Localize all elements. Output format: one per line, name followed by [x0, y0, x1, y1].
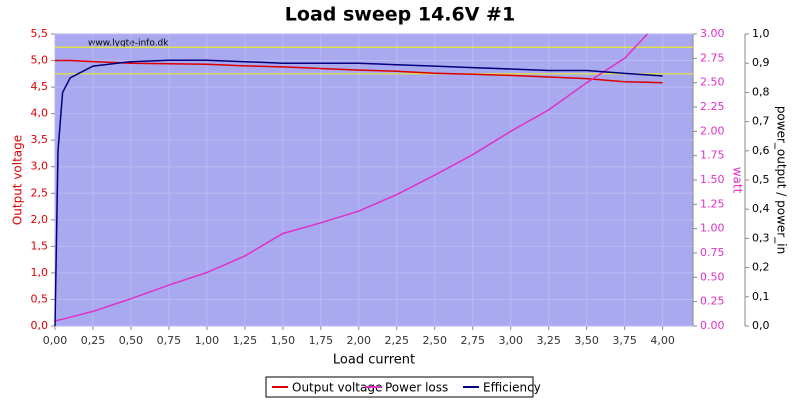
x-tick-label: 0,75 — [157, 334, 182, 347]
y-axis-title: Output voltage — [11, 135, 25, 225]
x-tick-label: 2,50 — [423, 334, 448, 347]
y2-tick-label: 1.75 — [700, 149, 725, 162]
x-tick-label: 1,75 — [309, 334, 334, 347]
y3-tick-label: 0,5 — [752, 173, 770, 186]
y2-tick-label: 0.50 — [700, 270, 725, 283]
x-tick-label: 2,25 — [385, 334, 410, 347]
x-tick-label: 4,00 — [650, 334, 675, 347]
y-tick-label: 2,5 — [31, 186, 49, 199]
x-tick-label: 1,50 — [271, 334, 296, 347]
legend-label: Output voltage — [292, 381, 382, 395]
x-axis-title: Load current — [333, 353, 415, 368]
y-tick-label: 3,0 — [31, 160, 49, 173]
y-tick-label: 5,5 — [31, 27, 49, 40]
plot-area — [54, 33, 694, 327]
y3-tick-label: 0,0 — [752, 319, 770, 332]
x-tick-label: 2,75 — [460, 334, 485, 347]
y3-tick-label: 0,7 — [752, 115, 770, 128]
y2-tick-label: 2.50 — [700, 76, 725, 89]
y-tick-label: 2,0 — [31, 213, 49, 226]
y2-tick-label: 0.00 — [700, 319, 725, 332]
series-line — [55, 59, 663, 84]
y-tick-label: 0,5 — [31, 292, 49, 305]
y3-tick-label: 1,0 — [752, 27, 770, 40]
y3-tick-label: 0,2 — [752, 261, 770, 274]
y-tick-label: 5,0 — [31, 54, 49, 67]
y-tick-label: 0,0 — [31, 319, 49, 332]
x-tick-label: 3,25 — [536, 334, 561, 347]
y3-axis-title: power_output / power_in — [775, 106, 789, 254]
y2-tick-label: 1.00 — [700, 222, 725, 235]
x-tick-label: 3,50 — [574, 334, 599, 347]
y3-tick-label: 0,8 — [752, 85, 770, 98]
x-tick-label: 0,25 — [81, 334, 106, 347]
y3-tick-label: 0,3 — [752, 231, 770, 244]
y2-tick-label: 0.75 — [700, 246, 725, 259]
y3-tick-label: 0,6 — [752, 144, 770, 157]
x-tick-label: 1,25 — [233, 334, 258, 347]
y3-tick-label: 0,9 — [752, 56, 770, 69]
y-tick-label: 1,5 — [31, 239, 49, 252]
y-tick-label: 1,0 — [31, 266, 49, 279]
y3-tick-label: 0,1 — [752, 290, 770, 303]
x-tick-label: 3,00 — [498, 334, 523, 347]
chart-title: Load sweep 14.6V #1 — [285, 4, 515, 26]
y-tick-label: 4,5 — [31, 80, 49, 93]
series-line — [54, 33, 648, 322]
legend-label: Efficiency — [483, 381, 541, 395]
series-line — [54, 59, 663, 327]
y2-tick-label: 2.25 — [700, 100, 725, 113]
y3-tick-label: 0,4 — [752, 202, 770, 215]
legend — [265, 376, 534, 398]
x-tick-label: 0,50 — [119, 334, 144, 347]
y2-tick-label: 2.75 — [700, 51, 725, 64]
y2-tick-label: 2.00 — [700, 124, 725, 137]
x-tick-label: 0,00 — [43, 334, 68, 347]
x-tick-label: 1,00 — [195, 334, 220, 347]
y2-tick-label: 0.25 — [700, 295, 725, 308]
y2-tick-label: 1.50 — [700, 173, 725, 186]
x-tick-label: 2,00 — [347, 334, 372, 347]
y2-tick-label: 1.25 — [700, 197, 725, 210]
y-tick-label: 3,5 — [31, 133, 49, 146]
watermark: www.lygte-info.dk — [88, 39, 169, 49]
legend-label: Power loss — [385, 381, 448, 395]
y-tick-label: 4,0 — [31, 107, 49, 120]
y2-axis-title: watt — [731, 167, 745, 194]
x-tick-label: 3,75 — [612, 334, 637, 347]
y2-tick-label: 3.00 — [700, 27, 725, 40]
